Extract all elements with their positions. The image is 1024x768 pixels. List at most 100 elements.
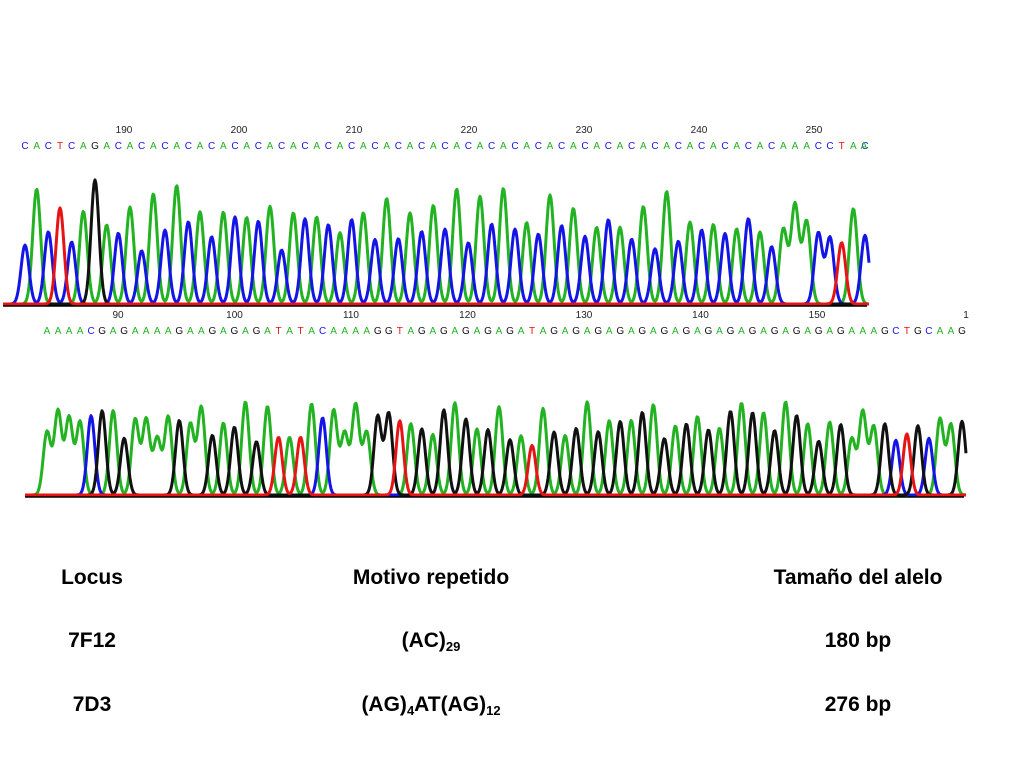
base-call: C — [558, 141, 565, 152]
base-call: T — [839, 141, 845, 152]
base-call: C — [488, 141, 495, 152]
base-call: A — [313, 141, 320, 152]
motif-part: AT(AG) — [414, 693, 487, 716]
base-call: C — [208, 141, 215, 152]
base-call: C — [255, 141, 262, 152]
base-call: C — [185, 141, 192, 152]
motif-subscript: 29 — [445, 639, 461, 654]
base-call: A — [267, 141, 274, 152]
base-call: A — [243, 141, 250, 152]
base-call: A — [360, 141, 367, 152]
base-call: C — [768, 141, 775, 152]
base-call: C — [605, 141, 612, 152]
base-call: A — [407, 141, 414, 152]
base-call: A — [150, 141, 157, 152]
base-call: A — [33, 141, 40, 152]
base-call: C — [161, 141, 168, 152]
base-call: A — [523, 141, 530, 152]
base-call: A — [617, 141, 624, 152]
tick-label: 220 — [461, 125, 478, 136]
size-7F12: 180 bp — [824, 629, 892, 652]
base-call: C — [21, 141, 28, 152]
base-call: A — [127, 141, 134, 152]
base-call: C — [826, 141, 833, 152]
base-call: A — [780, 141, 787, 152]
tick-label: 230 — [576, 125, 593, 136]
tick-label: 240 — [691, 125, 708, 136]
base-call: A — [337, 141, 344, 152]
base-call: A — [80, 141, 87, 152]
motif-part: (AC) — [401, 629, 446, 652]
base-call: C — [511, 141, 518, 152]
tick-label: 250 — [806, 125, 823, 136]
motif-7D3: (AG)4AT(AG)12 — [361, 693, 500, 717]
base-call: A — [290, 141, 297, 152]
base-call: C — [465, 141, 472, 152]
base-call: A — [547, 141, 554, 152]
base-call: A — [687, 141, 694, 152]
base-call: A — [453, 141, 460, 152]
base-call: C — [418, 141, 425, 152]
base-call: C — [325, 141, 332, 152]
motif-subscript: 12 — [486, 703, 501, 718]
base-call: C — [861, 141, 868, 152]
base-call: C — [721, 141, 728, 152]
base-call: C — [301, 141, 308, 152]
base-call: A — [197, 141, 204, 152]
base-call: A — [710, 141, 717, 152]
base-call: C — [371, 141, 378, 152]
base-call: A — [757, 141, 764, 152]
base-call: A — [500, 141, 507, 152]
locus-7D3: 7D3 — [72, 693, 112, 716]
header-allele-size: Tamaño del alelo — [773, 566, 943, 589]
header-locus: Locus — [61, 566, 123, 589]
base-call: A — [663, 141, 670, 152]
base-call: A — [570, 141, 577, 152]
base-call: C — [441, 141, 448, 152]
base-call: A — [640, 141, 647, 152]
base-call: C — [278, 141, 285, 152]
base-call: C — [231, 141, 238, 152]
base-call: T — [57, 141, 63, 152]
base-call: A — [383, 141, 390, 152]
base-call: C — [68, 141, 75, 152]
base-call: C — [698, 141, 705, 152]
tick-label: 200 — [231, 125, 248, 136]
motif-7F12: (AC)29 — [402, 629, 461, 653]
trace-C — [2, 215, 871, 306]
base-call: A — [477, 141, 484, 152]
base-call: C — [628, 141, 635, 152]
base-call: C — [348, 141, 355, 152]
motif-subscript: 4 — [406, 703, 415, 718]
tick-label: 190 — [116, 125, 133, 136]
base-call: C — [535, 141, 542, 152]
motif-part: (AG) — [361, 693, 407, 716]
base-call: A — [103, 141, 110, 152]
base-call: C — [675, 141, 682, 152]
base-call: C — [651, 141, 658, 152]
header-motif: Motivo repetido — [352, 566, 510, 589]
base-call: C — [115, 141, 122, 152]
base-call: A — [173, 141, 180, 152]
base-call: C — [45, 141, 52, 152]
base-call: A — [850, 141, 857, 152]
tick-label: 210 — [346, 125, 363, 136]
base-call: C — [395, 141, 402, 152]
base-call: A — [430, 141, 437, 152]
base-call: C — [581, 141, 588, 152]
base-call: A — [220, 141, 227, 152]
base-call: C — [815, 141, 822, 152]
trace-A — [2, 184, 870, 306]
base-call: A — [733, 141, 740, 152]
base-call: A — [593, 141, 600, 152]
locus-7F12: 7F12 — [68, 629, 116, 652]
base-call: A — [792, 141, 799, 152]
tick-labels-7F12: 190 200 210 220 230 240 250 — [116, 125, 823, 136]
base-call: C — [745, 141, 752, 152]
base-call: A — [861, 141, 868, 152]
size-7D3: 276 bp — [824, 693, 892, 716]
base-call: A — [803, 141, 810, 152]
base-call: C — [138, 141, 145, 152]
